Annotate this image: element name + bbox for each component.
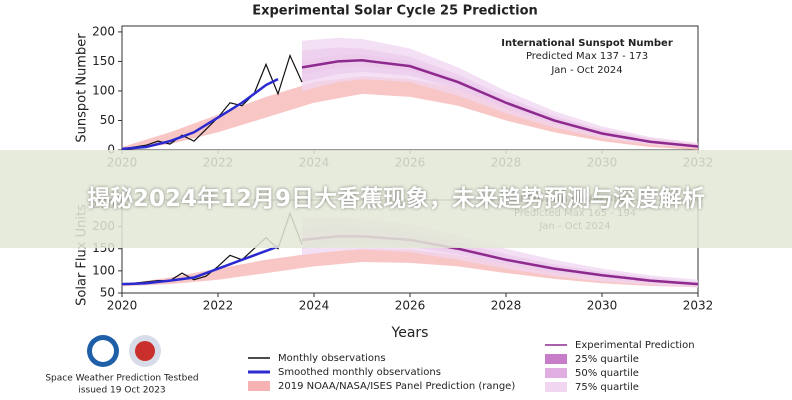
band xyxy=(122,248,698,288)
y-tick-label: 150 xyxy=(92,54,115,68)
legend-label: 25% quartile xyxy=(575,354,639,365)
nws-logo-inner xyxy=(135,341,155,361)
y-tick-label: 50 xyxy=(100,113,115,127)
x-tick-label: 2024 xyxy=(299,299,330,313)
line xyxy=(121,78,279,151)
legend-label: 2019 NOAA/NASA/ISES Panel Prediction (ra… xyxy=(278,381,515,392)
x-tick-label: 2026 xyxy=(395,299,426,313)
x-tick-label: 2028 xyxy=(491,299,522,313)
noaa-logo-inner xyxy=(92,340,114,362)
footer-text: Space Weather Prediction Testbed xyxy=(45,374,198,384)
y-tick-label: 100 xyxy=(92,263,115,277)
chart-title: Experimental Solar Cycle 25 Prediction xyxy=(252,4,538,19)
legend-label: 50% quartile xyxy=(575,368,639,379)
line xyxy=(121,245,279,286)
x-tick-label: 2022 xyxy=(203,299,234,313)
legend-label: Smoothed monthly observations xyxy=(278,367,441,378)
annotation: International Sunspot Number xyxy=(501,38,673,49)
legend-swatch xyxy=(248,381,270,391)
legend-label: 75% quartile xyxy=(575,382,639,393)
y-tick-label: 50 xyxy=(100,286,115,300)
y-tick-label: 100 xyxy=(92,83,115,97)
legend-swatch xyxy=(545,354,567,364)
banner: 揭秘2024年12月9日大香蕉现象，未来趋势预测与深度解析 xyxy=(0,150,792,248)
banner-text: 揭秘2024年12月9日大香蕉现象，未来趋势预测与深度解析 xyxy=(86,186,706,212)
x-axis-label: Years xyxy=(391,325,429,341)
legend-swatch xyxy=(545,382,567,392)
annotation: Predicted Max 137 - 173 xyxy=(526,51,648,62)
legend-label: Monthly observations xyxy=(278,353,386,364)
line xyxy=(301,58,699,148)
y-tick-label: 200 xyxy=(92,24,115,38)
x-tick-label: 2020 xyxy=(107,299,138,313)
legend-label: Experimental Prediction xyxy=(575,340,695,351)
band xyxy=(122,76,698,150)
line xyxy=(121,53,303,150)
x-tick-label: 2030 xyxy=(587,299,618,313)
x-tick-label: 2032 xyxy=(683,299,714,313)
annotation: Jan - Oct 2024 xyxy=(550,65,622,76)
y-tick-label: 0 xyxy=(107,143,115,157)
legend-swatch xyxy=(545,368,567,378)
y-axis-label: Sunspot Number xyxy=(75,33,90,143)
footer-text: issued 19 Oct 2023 xyxy=(78,386,165,396)
